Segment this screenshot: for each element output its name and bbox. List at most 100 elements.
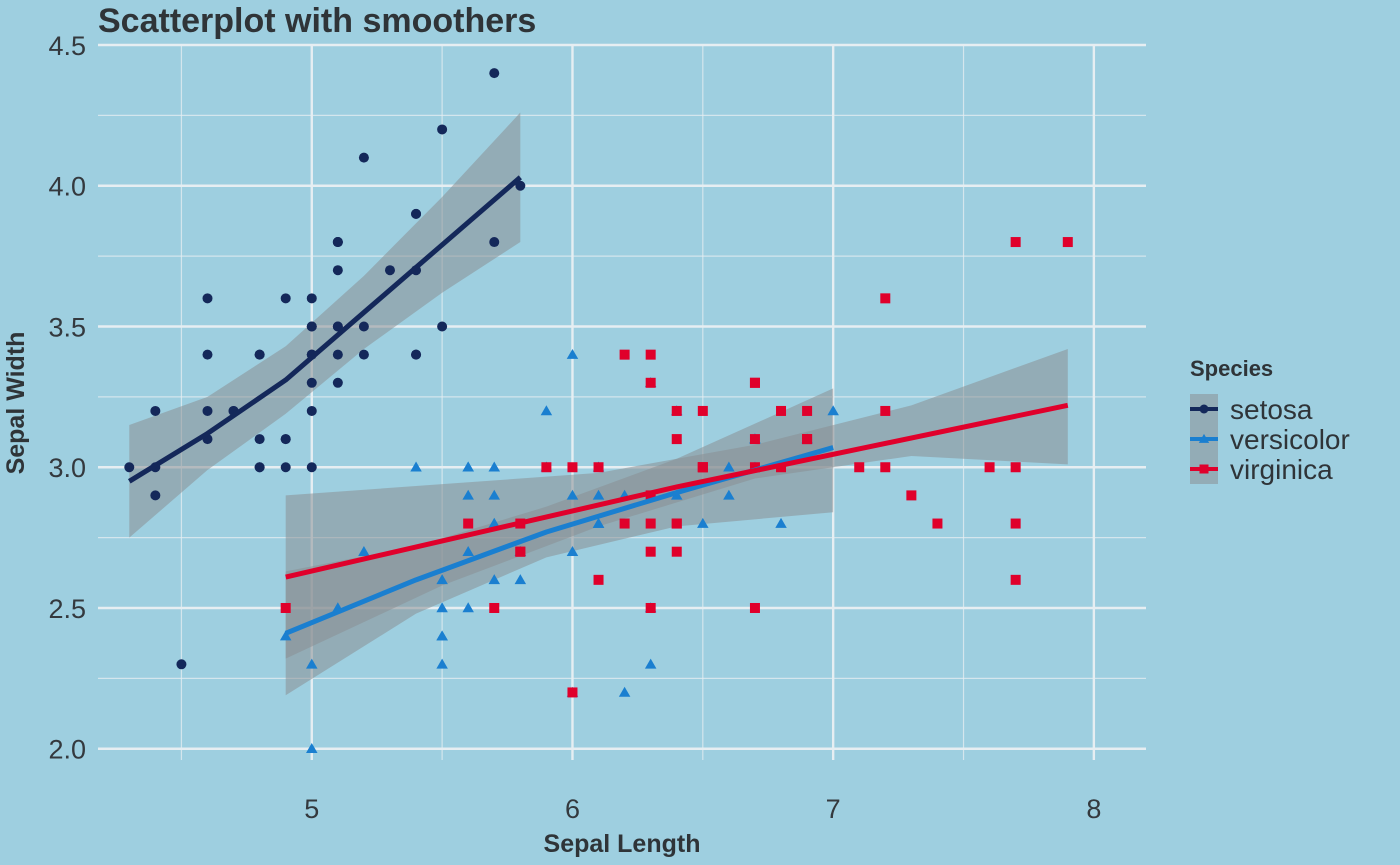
data-point-virginica	[880, 293, 891, 304]
x-tick-label: 7	[826, 794, 841, 824]
legend-key-marker	[1198, 433, 1210, 443]
data-point-setosa	[411, 349, 422, 360]
data-point-virginica	[1010, 237, 1021, 248]
data-point-versicolor	[697, 517, 709, 528]
x-tick-label: 8	[1086, 794, 1101, 824]
data-point-versicolor	[618, 686, 631, 697]
data-point-setosa	[384, 265, 395, 276]
legend-key-marker	[1199, 464, 1209, 474]
y-tick-label: 4.0	[48, 172, 86, 202]
y-axis-title: Sepal Width	[2, 332, 30, 475]
data-point-setosa	[332, 349, 343, 360]
data-point-setosa	[202, 349, 213, 360]
data-point-virginica	[645, 546, 656, 557]
data-point-versicolor	[827, 405, 839, 416]
chart-title: Scatterplot with smoothers	[98, 2, 536, 40]
data-point-versicolor	[410, 461, 422, 472]
data-point-versicolor	[462, 489, 474, 500]
data-point-versicolor	[436, 658, 448, 669]
data-point-setosa	[332, 377, 343, 388]
data-point-virginica	[671, 405, 682, 416]
y-tick-label: 3.0	[48, 453, 86, 483]
data-point-versicolor	[462, 461, 474, 472]
y-tick-label: 2.5	[48, 594, 86, 624]
data-point-setosa	[306, 405, 317, 416]
data-point-setosa	[306, 293, 317, 304]
data-point-versicolor	[723, 461, 735, 472]
data-point-setosa	[280, 462, 291, 473]
data-point-versicolor	[566, 545, 579, 556]
data-point-virginica	[932, 518, 943, 529]
data-point-versicolor	[723, 489, 735, 500]
data-point-versicolor	[566, 489, 579, 500]
data-point-virginica	[697, 462, 708, 473]
data-point-setosa	[515, 180, 526, 191]
data-point-versicolor	[592, 489, 605, 500]
data-point-versicolor	[488, 517, 501, 528]
data-point-setosa	[202, 293, 213, 304]
legend-label: setosa	[1230, 394, 1313, 425]
data-point-setosa	[358, 321, 369, 332]
data-point-versicolor	[306, 658, 318, 669]
data-point-versicolor	[644, 658, 657, 669]
data-point-virginica	[697, 405, 708, 416]
data-point-virginica	[802, 434, 813, 445]
data-point-setosa	[358, 349, 369, 360]
data-point-virginica	[489, 602, 500, 613]
data-point-virginica	[671, 518, 682, 529]
data-point-virginica	[880, 405, 891, 416]
data-point-versicolor	[514, 574, 527, 585]
data-point-setosa	[150, 405, 161, 416]
data-point-versicolor	[279, 630, 292, 641]
data-point-virginica	[1010, 462, 1021, 473]
legend-item-versicolor: versicolor	[1190, 424, 1350, 455]
data-point-virginica	[280, 602, 291, 613]
data-point-virginica	[671, 434, 682, 445]
data-point-setosa	[254, 349, 265, 360]
data-point-versicolor	[775, 517, 787, 528]
data-point-virginica	[619, 518, 630, 529]
data-point-setosa	[254, 434, 265, 445]
data-point-virginica	[593, 462, 604, 473]
data-point-virginica	[749, 602, 760, 613]
data-point-setosa	[358, 152, 369, 163]
data-point-setosa	[280, 293, 291, 304]
tick-labels: 5 6 7 8 2.0 2.5 3.0 3.5 4.0 4.5	[48, 31, 1101, 824]
y-tick-label: 4.5	[48, 31, 86, 61]
data-point-virginica	[776, 405, 787, 416]
data-point-setosa	[489, 237, 500, 248]
data-point-versicolor	[462, 545, 474, 556]
legend-key-marker	[1199, 404, 1209, 414]
data-point-virginica	[802, 405, 813, 416]
data-point-versicolor	[592, 517, 605, 528]
data-point-setosa	[411, 208, 422, 219]
y-tick-label: 3.5	[48, 312, 86, 342]
data-point-virginica	[645, 349, 656, 360]
legend-title: Species	[1190, 356, 1273, 381]
x-tick-label: 5	[304, 794, 319, 824]
data-point-virginica	[645, 518, 656, 529]
data-point-setosa	[437, 321, 448, 332]
data-point-virginica	[984, 462, 995, 473]
smoother-line-virginica	[285, 402, 1069, 580]
data-point-virginica	[515, 546, 526, 557]
data-point-virginica	[906, 490, 917, 501]
data-point-versicolor	[488, 489, 501, 500]
confidence-band-setosa	[129, 112, 521, 538]
smoother-lines	[127, 175, 1069, 636]
data-point-setosa	[176, 659, 187, 670]
data-point-versicolor	[358, 545, 370, 556]
confidence-band-virginica	[285, 349, 1068, 659]
legend-label: versicolor	[1230, 424, 1350, 455]
data-point-setosa	[306, 321, 317, 332]
data-point-virginica	[541, 462, 552, 473]
data-point-virginica	[749, 377, 760, 388]
data-point-setosa	[332, 321, 343, 332]
data-point-versicolor	[436, 602, 448, 613]
data-point-versicolor	[488, 574, 501, 585]
data-point-virginica	[854, 462, 865, 473]
